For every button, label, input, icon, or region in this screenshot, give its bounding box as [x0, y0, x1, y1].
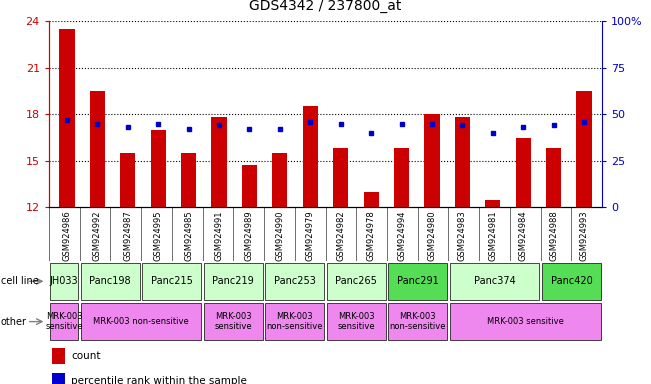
Bar — [363, 192, 379, 207]
Text: MRK-003
sensitive: MRK-003 sensitive — [337, 312, 375, 331]
Text: Panc198: Panc198 — [89, 276, 131, 286]
Bar — [303, 106, 318, 207]
Bar — [50, 303, 78, 340]
Bar — [51, 348, 65, 364]
Bar — [81, 303, 201, 340]
Text: Panc420: Panc420 — [551, 276, 592, 286]
Bar — [546, 148, 561, 207]
Text: Panc219: Panc219 — [212, 276, 254, 286]
Bar — [81, 263, 140, 300]
Bar — [265, 303, 324, 340]
Text: MRK-003
sensitive: MRK-003 sensitive — [46, 312, 83, 331]
Bar — [485, 200, 501, 207]
Bar — [212, 118, 227, 207]
Bar — [388, 303, 447, 340]
Text: Panc215: Panc215 — [151, 276, 193, 286]
Text: MRK-003
non-sensitive: MRK-003 non-sensitive — [266, 312, 323, 331]
Bar — [450, 303, 601, 340]
Bar — [242, 166, 257, 207]
Bar — [90, 91, 105, 207]
Text: Panc253: Panc253 — [274, 276, 316, 286]
Bar — [265, 263, 324, 300]
Text: MRK-003 sensitive: MRK-003 sensitive — [487, 317, 564, 326]
Bar — [516, 137, 531, 207]
Text: Panc265: Panc265 — [335, 276, 377, 286]
Text: cell line: cell line — [1, 276, 38, 286]
Bar — [143, 263, 201, 300]
Bar — [454, 118, 470, 207]
Text: MRK-003
non-sensitive: MRK-003 non-sensitive — [389, 312, 446, 331]
Bar — [204, 303, 263, 340]
Bar — [327, 303, 386, 340]
Text: MRK-003
sensitive: MRK-003 sensitive — [214, 312, 252, 331]
Bar — [542, 263, 601, 300]
Bar — [50, 263, 78, 300]
Bar — [576, 91, 592, 207]
Bar — [204, 263, 263, 300]
Text: count: count — [71, 351, 100, 361]
Text: GDS4342 / 237800_at: GDS4342 / 237800_at — [249, 0, 402, 13]
Bar — [181, 153, 197, 207]
Bar — [327, 263, 386, 300]
Bar — [333, 148, 348, 207]
Text: percentile rank within the sample: percentile rank within the sample — [71, 376, 247, 384]
Text: MRK-003 non-sensitive: MRK-003 non-sensitive — [93, 317, 189, 326]
Bar — [120, 153, 135, 207]
Bar — [272, 153, 288, 207]
Bar — [150, 130, 166, 207]
Bar — [51, 373, 65, 384]
Bar — [59, 29, 75, 207]
Bar — [450, 263, 540, 300]
Text: Panc374: Panc374 — [474, 276, 516, 286]
Text: JH033: JH033 — [50, 276, 79, 286]
Bar — [394, 148, 409, 207]
Text: other: other — [1, 316, 27, 327]
Bar — [388, 263, 447, 300]
Bar — [424, 114, 439, 207]
Text: Panc291: Panc291 — [397, 276, 439, 286]
